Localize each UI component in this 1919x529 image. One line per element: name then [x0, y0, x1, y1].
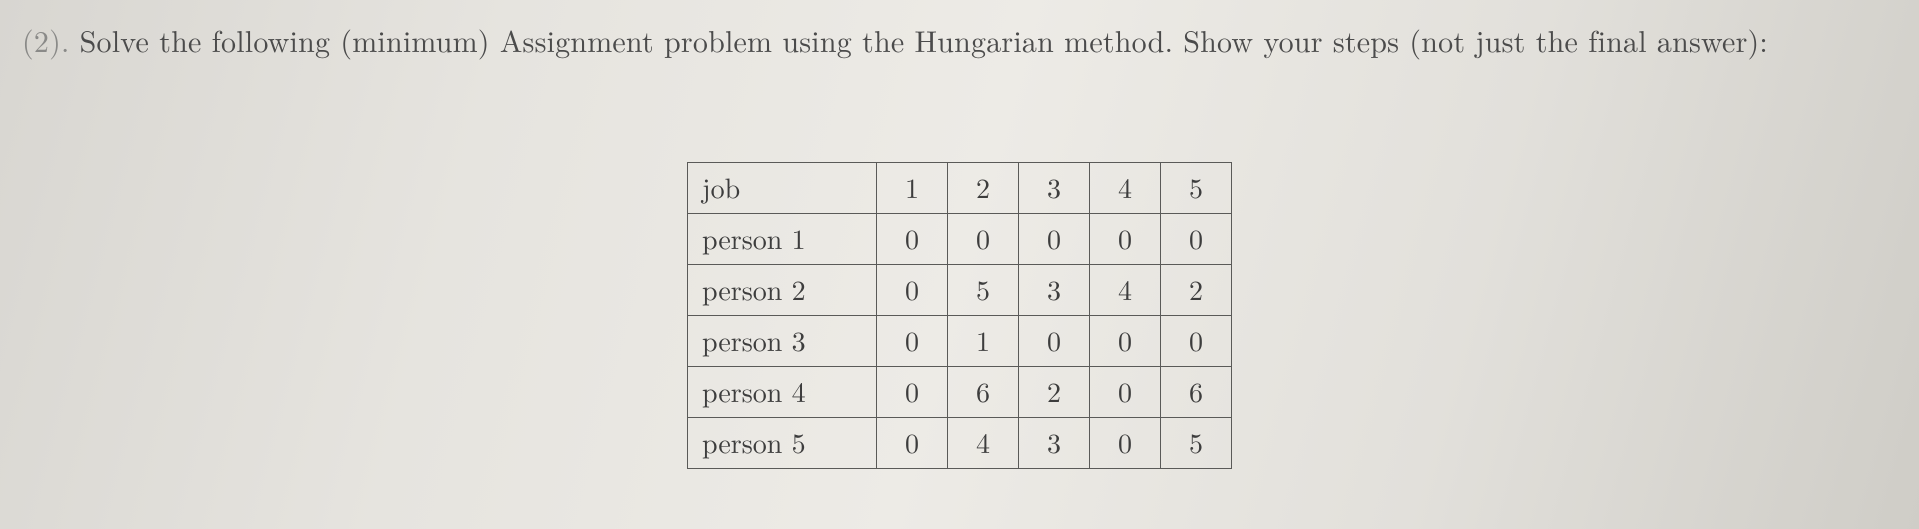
row-label: person 3 [688, 316, 877, 367]
cell: 6 [1161, 367, 1232, 418]
row-label: person 4 [688, 367, 877, 418]
cell: 0 [877, 316, 948, 367]
table-row: person 4 0 6 2 0 6 [688, 367, 1232, 418]
question-text: Solve the following (minimum) Assignment… [69, 18, 1767, 61]
table-header-row: job 1 2 3 4 5 [688, 163, 1232, 214]
col-header: 1 [877, 163, 948, 214]
row-label: person 5 [688, 418, 877, 469]
cell: 5 [948, 265, 1019, 316]
table-row: person 2 0 5 3 4 2 [688, 265, 1232, 316]
cell: 3 [1019, 418, 1090, 469]
table-row: person 5 0 4 3 0 5 [688, 418, 1232, 469]
cell: 1 [948, 316, 1019, 367]
cell: 2 [1161, 265, 1232, 316]
assignment-table: job 1 2 3 4 5 person 1 0 0 0 0 0 person … [687, 162, 1232, 469]
cell: 0 [948, 214, 1019, 265]
col-header: 4 [1090, 163, 1161, 214]
col-header: 3 [1019, 163, 1090, 214]
cell: 0 [1090, 367, 1161, 418]
row-label: person 1 [688, 214, 877, 265]
cell: 0 [1090, 316, 1161, 367]
cell: 6 [948, 367, 1019, 418]
table-row: person 1 0 0 0 0 0 [688, 214, 1232, 265]
cell: 0 [1090, 418, 1161, 469]
cell: 0 [877, 367, 948, 418]
cell: 3 [1019, 265, 1090, 316]
col-header: 5 [1161, 163, 1232, 214]
cell: 0 [877, 418, 948, 469]
assignment-table-container: job 1 2 3 4 5 person 1 0 0 0 0 0 person … [0, 162, 1919, 469]
cell: 0 [1161, 214, 1232, 265]
cell: 0 [1090, 214, 1161, 265]
col-header: 2 [948, 163, 1019, 214]
cell: 0 [1161, 316, 1232, 367]
cell: 5 [1161, 418, 1232, 469]
cell: 4 [948, 418, 1019, 469]
cell: 0 [877, 214, 948, 265]
row-label: person 2 [688, 265, 877, 316]
question-number: (2). [22, 18, 69, 61]
table-corner-label: job [688, 163, 877, 214]
cell: 0 [877, 265, 948, 316]
question-prompt: (2). Solve the following (minimum) Assig… [22, 18, 1889, 62]
cell: 0 [1019, 316, 1090, 367]
cell: 4 [1090, 265, 1161, 316]
table-row: person 3 0 1 0 0 0 [688, 316, 1232, 367]
cell: 2 [1019, 367, 1090, 418]
cell: 0 [1019, 214, 1090, 265]
